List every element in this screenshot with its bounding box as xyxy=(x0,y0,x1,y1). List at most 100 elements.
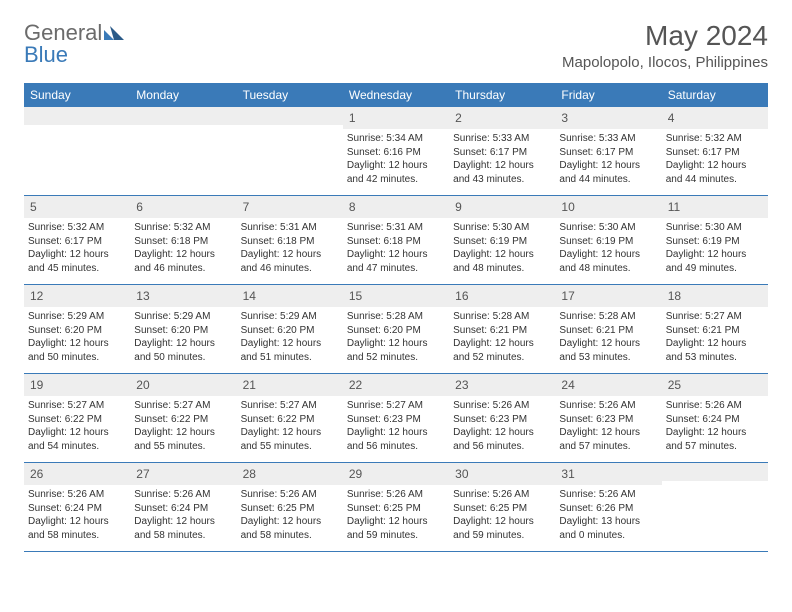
day-number: 29 xyxy=(349,467,362,481)
day-number: 18 xyxy=(668,289,681,303)
day-header-saturday: Saturday xyxy=(662,83,768,107)
day-cell: 29 Sunrise: 5:26 AMSunset: 6:25 PMDayligh… xyxy=(343,463,449,551)
calendar: SundayMondayTuesdayWednesdayThursdayFrid… xyxy=(24,83,768,552)
day-details: Sunrise: 5:26 AMSunset: 6:24 PMDaylight:… xyxy=(666,399,764,453)
week-row: 19 Sunrise: 5:27 AMSunset: 6:22 PMDayligh… xyxy=(24,374,768,463)
day-header-friday: Friday xyxy=(555,83,661,107)
day-details: Sunrise: 5:26 AMSunset: 6:26 PMDaylight:… xyxy=(559,488,657,542)
day-cell xyxy=(237,107,343,195)
day-number: 9 xyxy=(455,200,462,214)
day-details: Sunrise: 5:26 AMSunset: 6:25 PMDaylight:… xyxy=(241,488,339,542)
week-row: 5Sunrise: 5:32 AMSunset: 6:17 PMDaylight… xyxy=(24,196,768,285)
day-cell: 10Sunrise: 5:30 AMSunset: 6:19 PMDayligh… xyxy=(555,196,661,284)
day-number: 8 xyxy=(349,200,356,214)
day-header-thursday: Thursday xyxy=(449,83,555,107)
day-details: Sunrise: 5:26 AMSunset: 6:23 PMDaylight:… xyxy=(453,399,551,453)
day-number: 27 xyxy=(136,467,149,481)
day-details: Sunrise: 5:31 AMSunset: 6:18 PMDaylight:… xyxy=(241,221,339,275)
location: Mapolopolo, Ilocos, Philippines xyxy=(562,54,768,71)
day-cell: 5Sunrise: 5:32 AMSunset: 6:17 PMDaylight… xyxy=(24,196,130,284)
day-details: Sunrise: 5:28 AMSunset: 6:20 PMDaylight:… xyxy=(347,310,445,364)
day-details: Sunrise: 5:33 AMSunset: 6:17 PMDaylight:… xyxy=(559,132,657,186)
day-details: Sunrise: 5:28 AMSunset: 6:21 PMDaylight:… xyxy=(453,310,551,364)
logo-blue: Blue xyxy=(24,42,68,68)
day-header-monday: Monday xyxy=(130,83,236,107)
day-details: Sunrise: 5:27 AMSunset: 6:23 PMDaylight:… xyxy=(347,399,445,453)
day-cell: 4 Sunrise: 5:32 AMSunset: 6:17 PMDaylight… xyxy=(662,107,768,195)
day-details: Sunrise: 5:27 AMSunset: 6:22 PMDaylight:… xyxy=(28,399,126,453)
day-cell: 3 Sunrise: 5:33 AMSunset: 6:17 PMDaylight… xyxy=(555,107,661,195)
day-header-sunday: Sunday xyxy=(24,83,130,107)
day-number: 11 xyxy=(668,200,680,214)
day-number: 21 xyxy=(243,378,256,392)
day-number: 13 xyxy=(136,289,149,303)
day-number: 28 xyxy=(243,467,256,481)
day-details: Sunrise: 5:29 AMSunset: 6:20 PMDaylight:… xyxy=(28,310,126,364)
day-cell: 21Sunrise: 5:27 AMSunset: 6:22 PMDayligh… xyxy=(237,374,343,462)
day-number: 26 xyxy=(30,467,43,481)
day-header-tuesday: Tuesday xyxy=(237,83,343,107)
day-cell: 30 Sunrise: 5:26 AMSunset: 6:25 PMDayligh… xyxy=(449,463,555,551)
day-cell: 9 Sunrise: 5:30 AMSunset: 6:19 PMDaylight… xyxy=(449,196,555,284)
day-details: Sunrise: 5:27 AMSunset: 6:21 PMDaylight:… xyxy=(666,310,764,364)
day-number: 25 xyxy=(668,378,681,392)
day-cell xyxy=(662,463,768,551)
day-number: 6 xyxy=(136,200,143,214)
day-cell: 13 Sunrise: 5:29 AMSunset: 6:20 PMDayligh… xyxy=(130,285,236,373)
day-cell: 20Sunrise: 5:27 AMSunset: 6:22 PMDayligh… xyxy=(130,374,236,462)
header: General May 2024 Mapolopolo, Ilocos, Phi… xyxy=(24,20,768,71)
day-number: 31 xyxy=(561,467,574,481)
day-header-wednesday: Wednesday xyxy=(343,83,449,107)
day-details: Sunrise: 5:30 AMSunset: 6:19 PMDaylight:… xyxy=(453,221,551,275)
day-details: Sunrise: 5:29 AMSunset: 6:20 PMDaylight:… xyxy=(134,310,232,364)
logo-mark-icon xyxy=(104,20,124,46)
day-number: 3 xyxy=(561,111,568,125)
day-details: Sunrise: 5:32 AMSunset: 6:18 PMDaylight:… xyxy=(134,221,232,275)
day-number: 2 xyxy=(455,111,462,125)
month-title: May 2024 xyxy=(562,20,768,52)
day-number: 20 xyxy=(136,378,149,392)
day-cell: 28 Sunrise: 5:26 AMSunset: 6:25 PMDayligh… xyxy=(237,463,343,551)
day-cell: 16 Sunrise: 5:28 AMSunset: 6:21 PMDayligh… xyxy=(449,285,555,373)
week-row: 1 Sunrise: 5:34 AMSunset: 6:16 PMDaylight… xyxy=(24,107,768,196)
day-number: 15 xyxy=(349,289,362,303)
day-cell: 2Sunrise: 5:33 AMSunset: 6:17 PMDaylight… xyxy=(449,107,555,195)
day-number: 30 xyxy=(455,467,468,481)
day-details: Sunrise: 5:26 AMSunset: 6:25 PMDaylight:… xyxy=(347,488,445,542)
day-details: Sunrise: 5:34 AMSunset: 6:16 PMDaylight:… xyxy=(347,132,445,186)
day-cell: 17Sunrise: 5:28 AMSunset: 6:21 PMDayligh… xyxy=(555,285,661,373)
day-number: 14 xyxy=(243,289,256,303)
day-cell: 6 Sunrise: 5:32 AMSunset: 6:18 PMDaylight… xyxy=(130,196,236,284)
day-cell: 22Sunrise: 5:27 AMSunset: 6:23 PMDayligh… xyxy=(343,374,449,462)
day-cell: 26Sunrise: 5:26 AMSunset: 6:24 PMDayligh… xyxy=(24,463,130,551)
week-row: 12 Sunrise: 5:29 AMSunset: 6:20 PMDayligh… xyxy=(24,285,768,374)
day-header-row: SundayMondayTuesdayWednesdayThursdayFrid… xyxy=(24,83,768,107)
day-number: 4 xyxy=(668,111,675,125)
day-details: Sunrise: 5:26 AMSunset: 6:25 PMDaylight:… xyxy=(453,488,551,542)
day-cell: 8 Sunrise: 5:31 AMSunset: 6:18 PMDaylight… xyxy=(343,196,449,284)
day-details: Sunrise: 5:28 AMSunset: 6:21 PMDaylight:… xyxy=(559,310,657,364)
day-cell: 18 Sunrise: 5:27 AMSunset: 6:21 PMDayligh… xyxy=(662,285,768,373)
day-cell: 12 Sunrise: 5:29 AMSunset: 6:20 PMDayligh… xyxy=(24,285,130,373)
day-number: 12 xyxy=(30,289,43,303)
empty-day xyxy=(24,107,130,125)
day-number: 19 xyxy=(30,378,43,392)
day-details: Sunrise: 5:29 AMSunset: 6:20 PMDaylight:… xyxy=(241,310,339,364)
empty-day xyxy=(237,107,343,125)
day-number: 16 xyxy=(455,289,468,303)
day-number: 1 xyxy=(349,111,356,125)
day-cell: 19 Sunrise: 5:27 AMSunset: 6:22 PMDayligh… xyxy=(24,374,130,462)
day-number: 7 xyxy=(243,200,250,214)
day-cell: 1 Sunrise: 5:34 AMSunset: 6:16 PMDaylight… xyxy=(343,107,449,195)
day-cell: 11Sunrise: 5:30 AMSunset: 6:19 PMDayligh… xyxy=(662,196,768,284)
day-cell: 24 Sunrise: 5:26 AMSunset: 6:23 PMDayligh… xyxy=(555,374,661,462)
day-cell: 14 Sunrise: 5:29 AMSunset: 6:20 PMDayligh… xyxy=(237,285,343,373)
day-number: 5 xyxy=(30,200,37,214)
day-details: Sunrise: 5:26 AMSunset: 6:24 PMDaylight:… xyxy=(134,488,232,542)
day-number: 24 xyxy=(561,378,574,392)
day-details: Sunrise: 5:26 AMSunset: 6:23 PMDaylight:… xyxy=(559,399,657,453)
day-details: Sunrise: 5:32 AMSunset: 6:17 PMDaylight:… xyxy=(666,132,764,186)
day-number: 10 xyxy=(561,200,574,214)
day-cell: 25 Sunrise: 5:26 AMSunset: 6:24 PMDayligh… xyxy=(662,374,768,462)
day-details: Sunrise: 5:31 AMSunset: 6:18 PMDaylight:… xyxy=(347,221,445,275)
